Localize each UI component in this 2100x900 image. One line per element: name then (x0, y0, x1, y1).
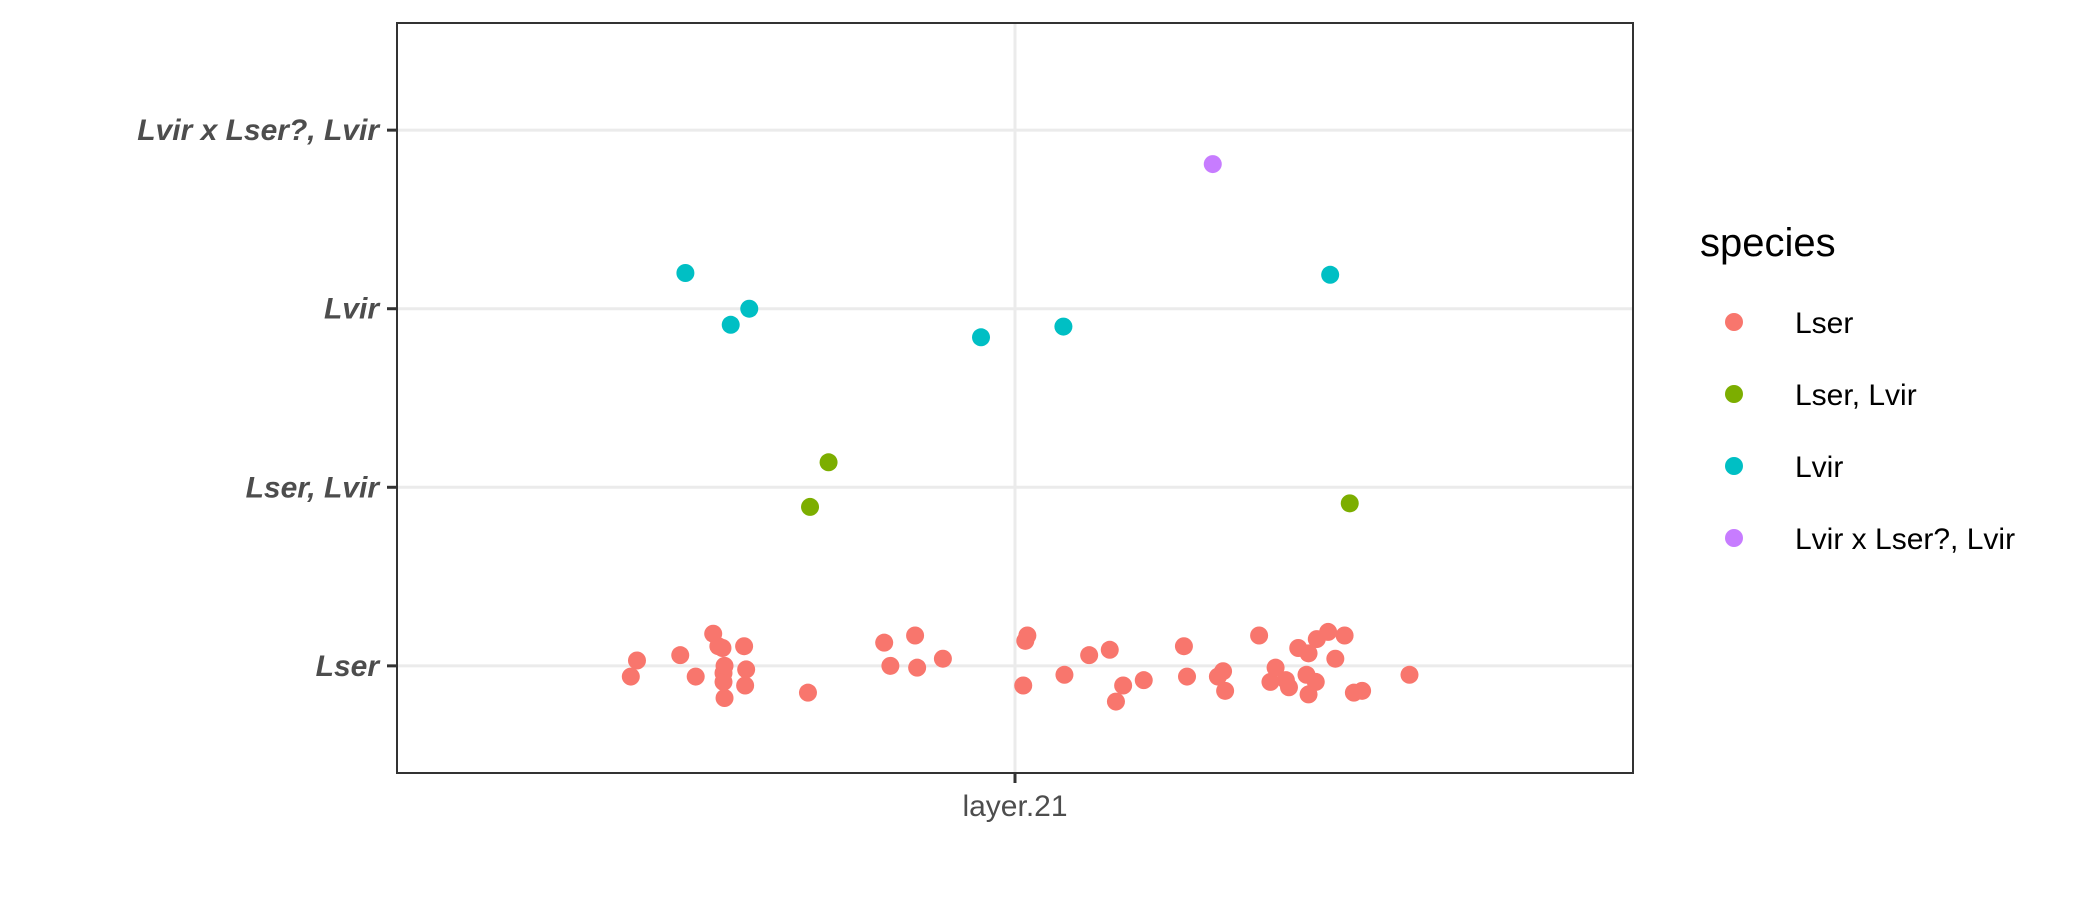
data-point (1306, 672, 1325, 691)
data-point (908, 658, 927, 677)
data-point (686, 667, 705, 686)
legend-label: Lser, Lvir (1795, 379, 1917, 412)
y-tick-label: Lvir x Lser?, Lvir (137, 114, 381, 147)
grid-lines (397, 23, 1633, 773)
data-point (714, 672, 733, 691)
data-point (1014, 676, 1033, 695)
data-point (735, 637, 754, 656)
y-tick-label: Lser, Lvir (246, 471, 382, 504)
x-axis: layer.21 (962, 773, 1068, 823)
data-point (740, 299, 759, 318)
data-point (1400, 665, 1419, 684)
legend-key (1725, 313, 1743, 331)
data-point (1174, 637, 1193, 656)
data-point (721, 315, 740, 334)
data-point (1299, 644, 1318, 663)
data-point (906, 626, 925, 645)
legend-key (1725, 457, 1743, 475)
data-point (1114, 676, 1133, 695)
data-point (1100, 640, 1119, 659)
legend-title: species (1700, 221, 1836, 265)
legend-label: Lvir x Lser?, Lvir (1795, 523, 2015, 556)
data-point (1319, 622, 1338, 641)
data-point (1106, 692, 1125, 711)
data-point (1214, 662, 1233, 681)
data-point (1018, 626, 1037, 645)
legend-label: Lser (1795, 307, 1853, 340)
data-point (801, 497, 820, 516)
data-point (1178, 667, 1197, 686)
y-axis: Lser Lser, Lvir Lvir Lvir x Lser?, Lvir (137, 114, 397, 683)
data-point (933, 649, 952, 668)
data-point (1080, 646, 1099, 665)
data-point (1203, 155, 1222, 174)
data-point (1261, 672, 1280, 691)
data-point (1335, 626, 1354, 645)
data-point (1134, 671, 1153, 690)
data-point (1326, 649, 1345, 668)
data-point (676, 264, 695, 282)
data-point (1353, 681, 1372, 700)
legend-label: Lvir (1795, 451, 1843, 484)
data-point (819, 453, 838, 472)
legend-key (1725, 385, 1743, 403)
data-point (798, 683, 817, 702)
y-tick-label: Lvir (324, 293, 381, 326)
data-point (972, 328, 991, 347)
data-point (1055, 665, 1074, 684)
data-point (621, 667, 640, 686)
data-point (713, 639, 732, 657)
data-point (715, 656, 734, 675)
data-point (1321, 265, 1340, 284)
data-point (1216, 681, 1235, 700)
data-point (737, 660, 756, 679)
data-point (881, 656, 900, 675)
legend: species Lser Lser, Lvir Lvir Lvir x Lser?, L… (1700, 221, 2015, 556)
data-point (1250, 626, 1269, 645)
data-point (715, 689, 734, 707)
data-points (621, 155, 1419, 711)
data-point (875, 633, 894, 652)
legend-key (1725, 529, 1743, 547)
data-point (1266, 658, 1285, 677)
data-point (671, 646, 690, 665)
data-point (736, 676, 755, 695)
x-tick-label: layer.21 (962, 790, 1067, 823)
data-point (1054, 317, 1073, 336)
data-point (1279, 678, 1298, 697)
data-point (627, 651, 646, 670)
data-point (1340, 494, 1359, 513)
y-tick-label: Lser (316, 650, 382, 683)
